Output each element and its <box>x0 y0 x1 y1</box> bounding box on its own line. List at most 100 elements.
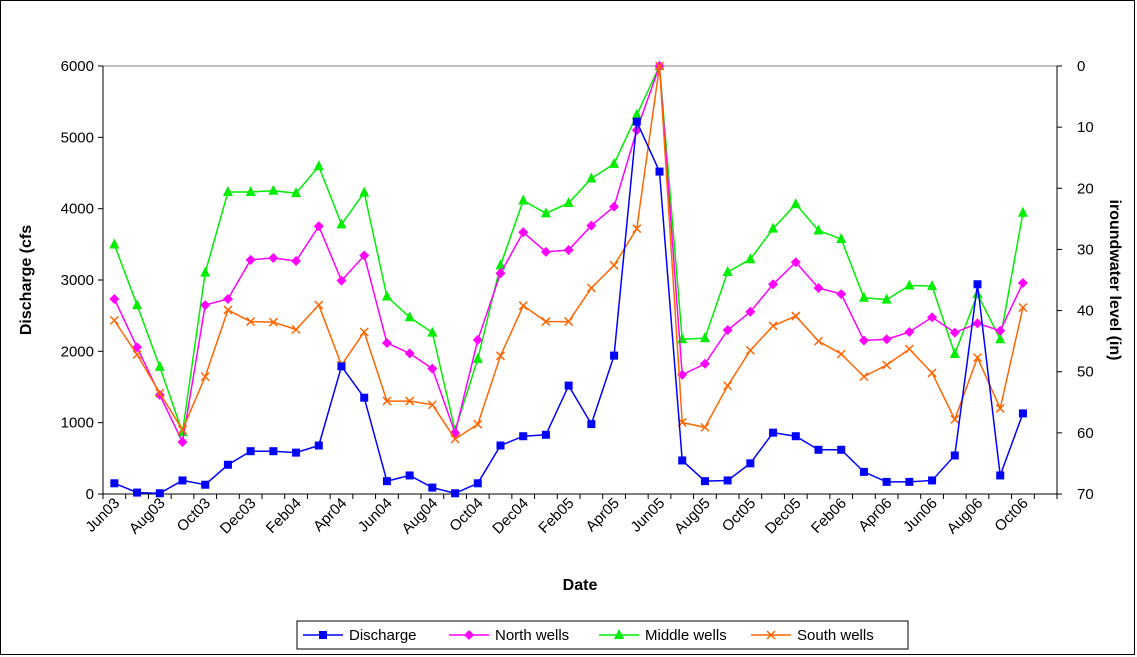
data-point-discharge <box>496 441 505 450</box>
marker-stroke <box>972 353 983 363</box>
x-tick-label: Feb05 <box>535 495 577 537</box>
data-point-north-wells <box>904 326 915 337</box>
data-point-discharge <box>950 451 959 460</box>
data-point-north-wells <box>313 221 324 232</box>
x-axis-title: Date <box>563 577 598 594</box>
marker-stroke <box>246 317 256 327</box>
data-point-south-wells <box>109 315 119 325</box>
data-point-middle-wells <box>972 288 983 299</box>
marker-stroke <box>564 317 574 327</box>
marker-stroke <box>632 224 642 234</box>
data-point-middle-wells <box>245 185 256 196</box>
data-point-south-wells <box>950 414 960 424</box>
data-point-south-wells <box>927 368 937 378</box>
data-point-middle-wells <box>995 333 1006 344</box>
marker-stroke <box>382 396 392 406</box>
marker-stroke <box>904 344 914 354</box>
data-point-north-wells <box>813 282 824 293</box>
data-point-north-wells <box>291 256 302 267</box>
marker-stroke <box>768 321 778 331</box>
data-point-discharge <box>1018 409 1027 418</box>
data-point-discharge <box>791 432 800 441</box>
data-point-middle-wells <box>631 108 642 119</box>
data-point-discharge <box>405 471 414 480</box>
data-point-south-wells <box>813 336 824 346</box>
data-point-south-wells <box>609 260 619 270</box>
marker-stroke <box>223 305 233 315</box>
data-point-north-wells <box>109 293 120 304</box>
legend-item-middle-wells: Middle wells <box>599 627 727 644</box>
x-tick-label: Oct03 <box>174 495 214 535</box>
legend: Discharge North wells Middle wells South we… <box>296 620 909 650</box>
data-point-discharge <box>155 489 164 498</box>
x-tick-label: Aug06 <box>944 495 987 538</box>
data-point-discharge <box>541 430 550 439</box>
marker-stroke <box>359 327 369 337</box>
data-point-middle-wells <box>1017 206 1028 217</box>
data-point-discharge <box>996 471 1005 480</box>
marker-stroke <box>700 422 710 432</box>
data-point-south-wells <box>155 388 165 398</box>
series-discharge <box>110 117 1027 498</box>
data-point-middle-wells <box>404 311 415 322</box>
data-point-discharge <box>632 117 641 126</box>
data-point-middle-wells <box>836 233 847 244</box>
marker-stroke <box>654 61 665 71</box>
marker-stroke <box>109 315 119 325</box>
data-point-south-wells <box>972 353 983 363</box>
data-point-south-wells <box>1018 302 1028 313</box>
y-tick-label: 2000 <box>61 343 94 360</box>
marker-stroke <box>155 388 165 398</box>
marker-stroke <box>927 368 937 378</box>
x-tick-label: Apr04 <box>310 495 350 535</box>
data-point-south-wells <box>450 434 460 444</box>
data-point-discharge <box>337 362 346 371</box>
legend-swatch-marker <box>766 630 776 640</box>
data-point-discharge <box>519 432 528 441</box>
marker-stroke <box>950 414 960 424</box>
data-point-south-wells <box>200 372 210 382</box>
data-point-north-wells <box>836 289 847 300</box>
marker-stroke <box>495 351 506 361</box>
legend-swatch-marker <box>464 630 474 640</box>
x-tick-label: Jun05 <box>627 495 668 536</box>
data-point-south-wells <box>473 419 483 429</box>
data-point-north-wells <box>790 257 801 268</box>
legend-label: Discharge <box>349 627 417 644</box>
marker-stroke <box>836 349 846 359</box>
data-point-north-wells <box>586 220 597 231</box>
data-point-north-wells <box>381 337 392 348</box>
data-point-discharge <box>292 448 301 457</box>
data-point-middle-wells <box>858 291 869 302</box>
y-tick-label: 0 <box>86 486 94 503</box>
data-point-discharge <box>223 460 232 469</box>
data-point-south-wells <box>268 317 278 327</box>
y2-axis-title: iroundwater level (in) <box>1106 200 1123 361</box>
data-point-discharge <box>178 476 187 485</box>
data-point-south-wells <box>495 351 506 361</box>
data-point-north-wells <box>995 325 1006 336</box>
data-point-north-wells <box>495 268 506 279</box>
data-point-middle-wells <box>109 238 120 249</box>
y2-tick-label: 60 <box>1077 425 1094 442</box>
data-point-north-wells <box>972 318 983 329</box>
data-point-south-wells <box>132 350 142 360</box>
legend-label: North wells <box>495 627 569 644</box>
data-point-middle-wells <box>222 185 233 196</box>
data-point-north-wells <box>540 246 551 257</box>
marker-stroke <box>450 434 460 444</box>
data-point-south-wells <box>654 61 665 71</box>
y2-tick-label: 40 <box>1077 303 1094 320</box>
data-point-north-wells <box>858 335 869 346</box>
data-point-south-wells <box>882 360 892 370</box>
data-point-discharge <box>928 476 937 485</box>
data-point-north-wells <box>768 279 779 290</box>
marker-stroke <box>745 345 755 355</box>
data-point-discharge <box>564 381 573 390</box>
data-point-south-wells <box>382 396 392 406</box>
data-point-discharge <box>882 477 891 486</box>
x-tick-label: Oct05 <box>719 495 759 535</box>
marker-stroke <box>541 317 551 327</box>
data-point-north-wells <box>404 348 415 359</box>
data-point-discharge <box>360 393 369 402</box>
